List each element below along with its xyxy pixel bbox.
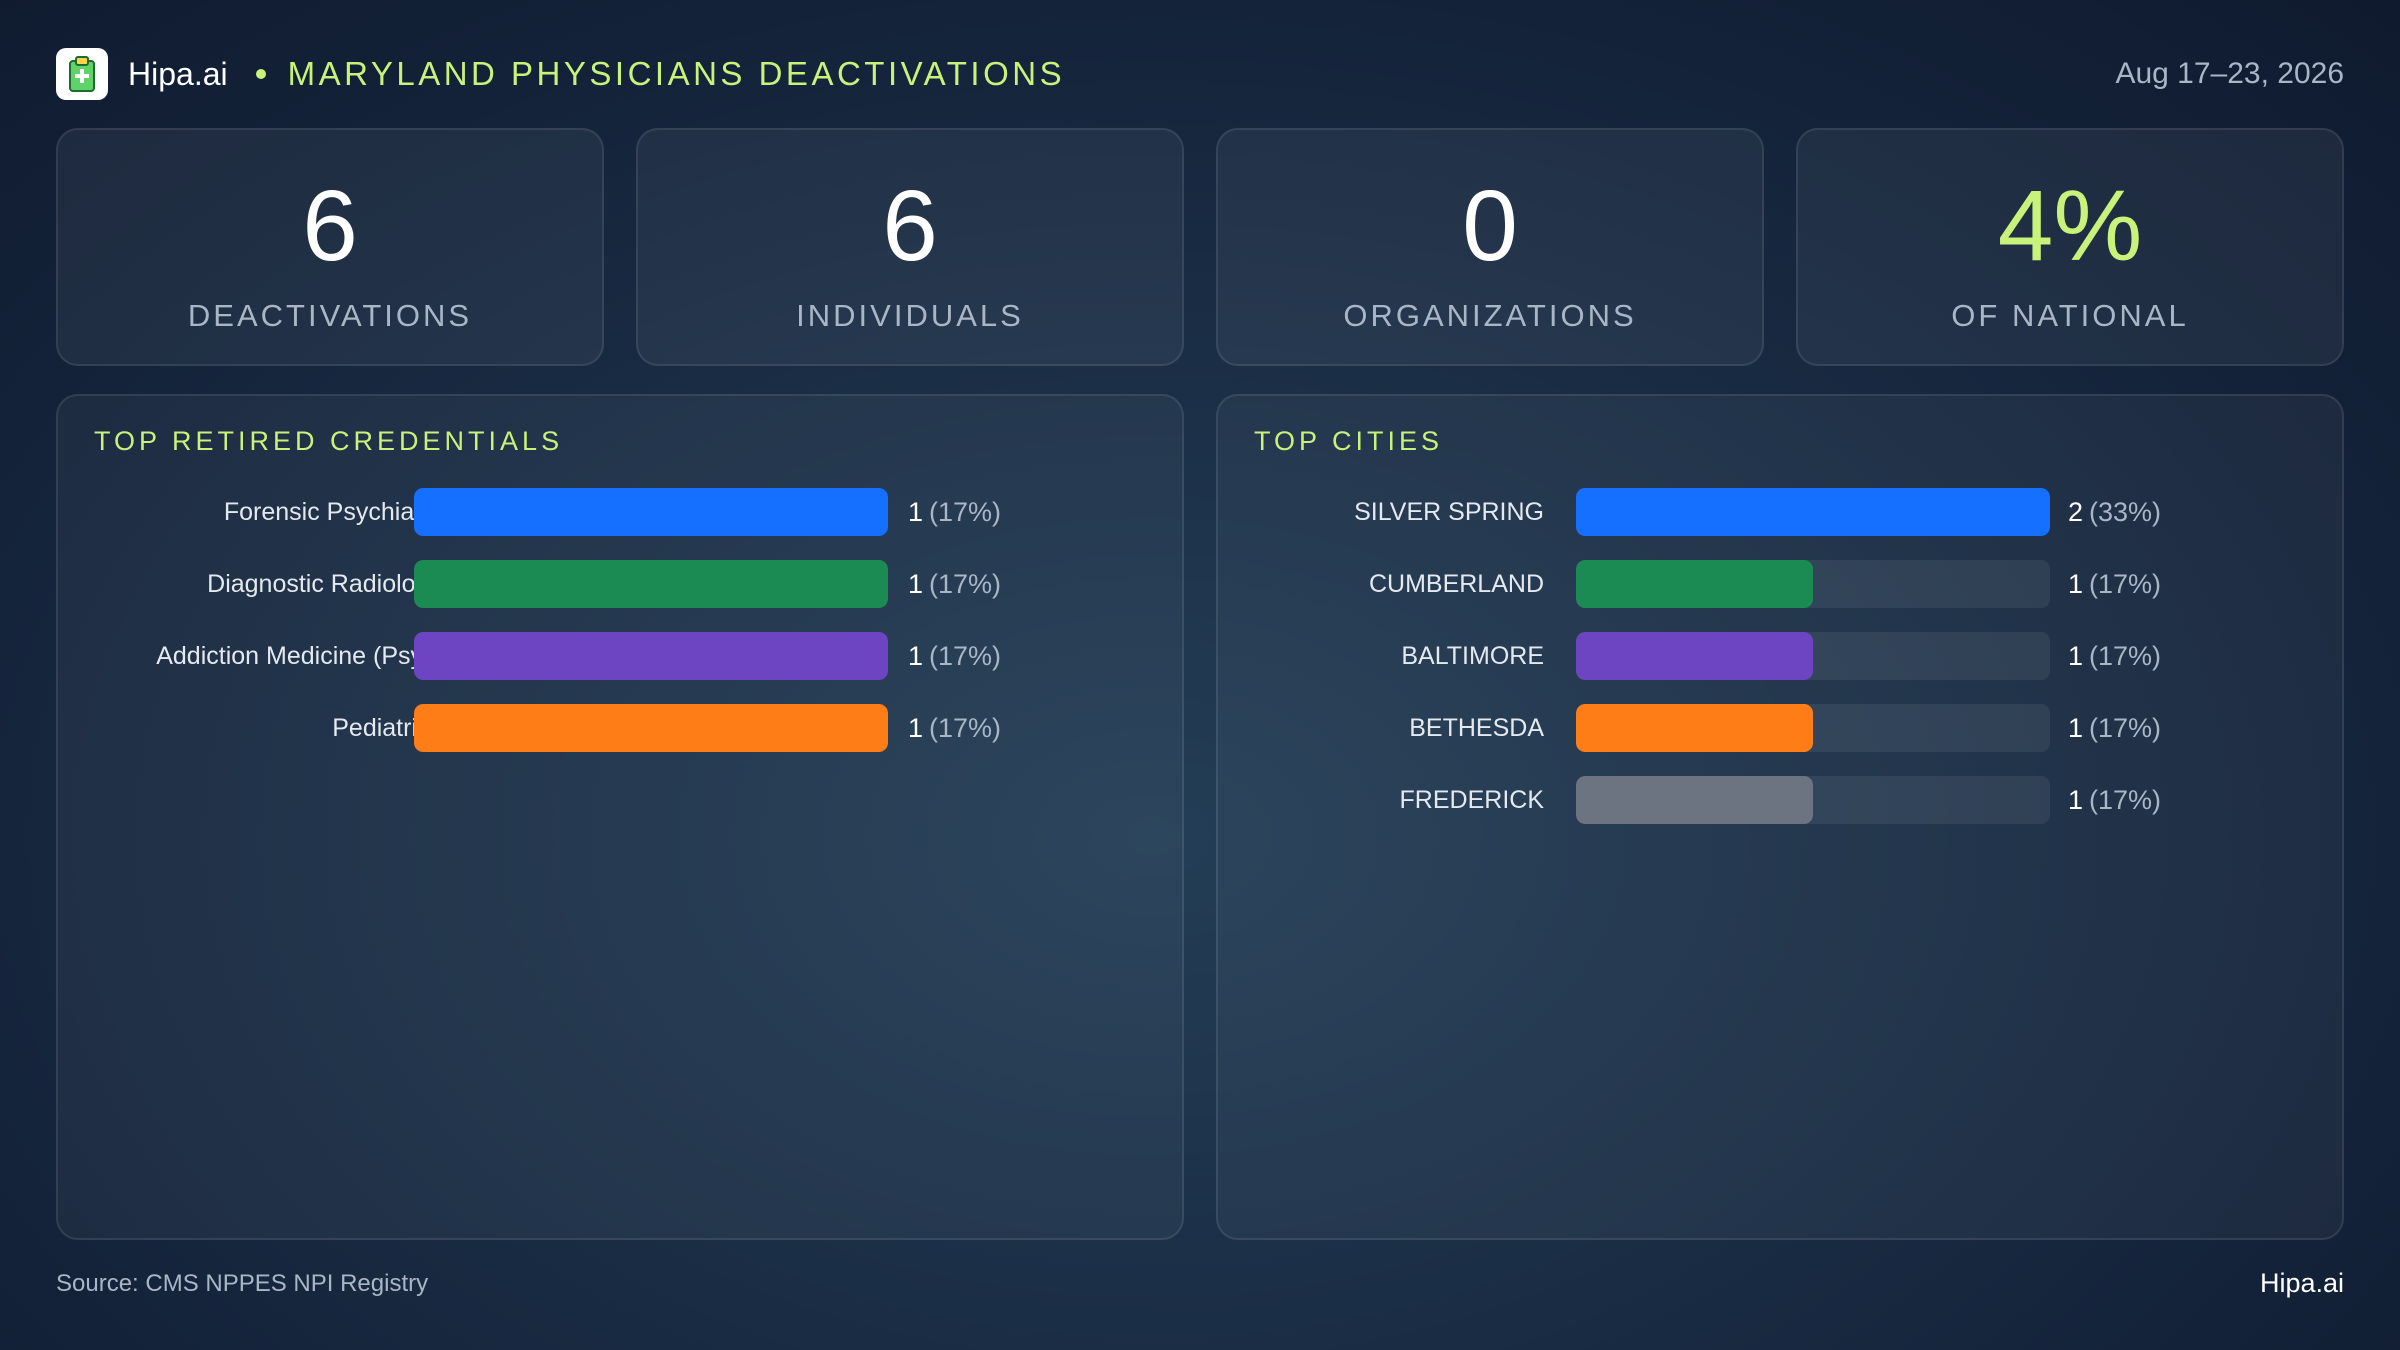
bar-count: 2 (2068, 497, 2084, 527)
bar-percent: (17%) (2089, 713, 2162, 743)
bar-track (1576, 560, 2050, 608)
kpi-label: ORGANIZATIONS (1343, 298, 1637, 333)
bar-category-label: Diagnostic Radiology (207, 570, 442, 598)
kpi-label: OF NATIONAL (1951, 298, 2189, 333)
bar-category-label: CUMBERLAND (1368, 570, 1544, 598)
bar (414, 704, 888, 752)
bar-count: 1 (2068, 569, 2084, 599)
bar-row: FREDERICK 1 (17%) (1218, 770, 2342, 842)
bar-percent: (17%) (929, 497, 1002, 527)
bar-value-label: 1 (17%) (2068, 560, 2161, 608)
bar-count: 1 (908, 713, 924, 743)
bar-count: 1 (908, 641, 924, 671)
bar-category-label: BETHESDA (1409, 714, 1544, 742)
footer-brand: Hipa.ai (2259, 1268, 2344, 1298)
bar-row: SILVER SPRING 2 (33%) (1218, 482, 2342, 554)
bar-value-label: 1 (17%) (2068, 632, 2161, 680)
bar-row: Pediatrics 1 (17%) (58, 698, 1182, 770)
bar-value-label: 1 (17%) (908, 704, 1001, 752)
bar-track (1576, 632, 2050, 680)
bar-value-label: 1 (17%) (2068, 776, 2161, 824)
bar-category-label: Addiction Medicine (Psy... (156, 642, 442, 670)
logo (56, 48, 108, 100)
bar-value-label: 1 (17%) (2068, 704, 2161, 752)
kpi-value: 0 (1462, 170, 1518, 282)
bar-count: 1 (2068, 641, 2084, 671)
source-note: Source: CMS NPPES NPI Registry (56, 1270, 429, 1297)
bar-value-label: 2 (33%) (2068, 488, 2161, 536)
bar-row: BALTIMORE 1 (17%) (1218, 626, 2342, 698)
credentials-panel: TOP RETIRED CREDENTIALS Forensic Psychia… (56, 394, 1184, 1240)
bar-percent: (17%) (929, 641, 1002, 671)
bar-row: Forensic Psychiatry 1 (17%) (58, 482, 1182, 554)
bar-row: Diagnostic Radiology 1 (17%) (58, 554, 1182, 626)
bar-track (414, 488, 888, 536)
bar-category-label: FREDERICK (1399, 786, 1544, 814)
kpi-value: 6 (882, 170, 938, 282)
bar-category-label: Pediatrics (332, 714, 442, 742)
bar-percent: (17%) (2089, 569, 2162, 599)
credentials-panel-title: TOP RETIRED CREDENTIALS (94, 426, 564, 456)
cities-panel-title: TOP CITIES (1254, 426, 1444, 456)
bar-percent: (33%) (2089, 497, 2162, 527)
bar-track (414, 632, 888, 680)
bar-track (1576, 776, 2050, 824)
kpi-value: 6 (302, 170, 358, 282)
bar-value-label: 1 (17%) (908, 560, 1001, 608)
bar-percent: (17%) (929, 713, 1002, 743)
bar (1576, 632, 1813, 680)
bar (1576, 488, 2050, 536)
bar-track (1576, 704, 2050, 752)
bar-percent: (17%) (929, 569, 1002, 599)
bar-track (414, 704, 888, 752)
page-title: MARYLAND PHYSICIANS DEACTIVATIONS (287, 55, 1066, 92)
bar-count: 1 (908, 569, 924, 599)
bar (414, 488, 888, 536)
bar-count: 1 (2068, 785, 2084, 815)
separator-dot (255, 69, 266, 79)
bar-category-label: SILVER SPRING (1354, 498, 1544, 526)
bar-percent: (17%) (2089, 641, 2162, 671)
date-range: Aug 17–23, 2026 (2115, 57, 2344, 90)
bar-row: CUMBERLAND 1 (17%) (1218, 554, 2342, 626)
bar-count: 1 (908, 497, 924, 527)
bar (1576, 560, 1813, 608)
cities-bar-chart: SILVER SPRING 2 (33%) CUMBERLAND 1 (17%) BALTI… (1218, 482, 2342, 842)
bar (414, 560, 888, 608)
bar-value-label: 1 (17%) (908, 488, 1001, 536)
bar-count: 1 (2068, 713, 2084, 743)
bar-category-label: Forensic Psychiatry (223, 498, 442, 526)
bar-track (414, 560, 888, 608)
kpi-card-organizations: 0 ORGANIZATIONS (1216, 128, 1764, 366)
bar (1576, 704, 1813, 752)
kpi-label: DEACTIVATIONS (187, 298, 473, 333)
kpi-card-individuals: 6 INDIVIDUALS (636, 128, 1184, 366)
kpi-card-of-national: 4% OF NATIONAL (1796, 128, 2344, 366)
credentials-bar-chart: Forensic Psychiatry 1 (17%) Diagnostic Radi… (58, 482, 1182, 770)
clipboard-icon (69, 56, 95, 92)
cities-panel: TOP CITIES SILVER SPRING 2 (33%) CUMBERLAND… (1216, 394, 2344, 1240)
bar-row: Addiction Medicine (Psy... 1 (17%) (58, 626, 1182, 698)
brand-name: Hipa.ai (128, 55, 228, 92)
bar-track (1576, 488, 2050, 536)
header: Hipa.ai MARYLAND PHYSICIANS DEACTIVATION… (56, 46, 2344, 102)
bar-value-label: 1 (17%) (908, 632, 1001, 680)
kpi-value: 4% (1997, 170, 2143, 282)
kpi-label: INDIVIDUALS (796, 298, 1024, 333)
bar (1576, 776, 1813, 824)
bar-row: BETHESDA 1 (17%) (1218, 698, 2342, 770)
kpi-card-deactivations: 6 DEACTIVATIONS (56, 128, 604, 366)
bar-percent: (17%) (2089, 785, 2162, 815)
bar-category-label: BALTIMORE (1401, 642, 1544, 670)
bar (414, 632, 888, 680)
